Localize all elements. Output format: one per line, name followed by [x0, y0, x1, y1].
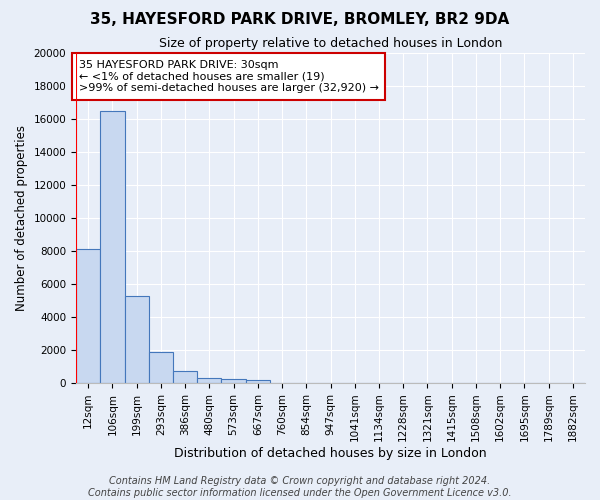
Text: 35 HAYESFORD PARK DRIVE: 30sqm
← <1% of detached houses are smaller (19)
>99% of: 35 HAYESFORD PARK DRIVE: 30sqm ← <1% of …: [79, 60, 379, 93]
Bar: [197, 378, 221, 383]
Bar: [125, 296, 149, 383]
Bar: [149, 352, 173, 383]
Text: Contains HM Land Registry data © Crown copyright and database right 2024.
Contai: Contains HM Land Registry data © Crown c…: [88, 476, 512, 498]
X-axis label: Distribution of detached houses by size in London: Distribution of detached houses by size …: [174, 447, 487, 460]
Bar: [76, 250, 100, 383]
Y-axis label: Number of detached properties: Number of detached properties: [15, 125, 28, 311]
Bar: [221, 379, 245, 383]
Bar: [100, 111, 125, 383]
Bar: [173, 370, 197, 383]
Text: 35, HAYESFORD PARK DRIVE, BROMLEY, BR2 9DA: 35, HAYESFORD PARK DRIVE, BROMLEY, BR2 9…: [91, 12, 509, 28]
Bar: [245, 380, 270, 383]
Title: Size of property relative to detached houses in London: Size of property relative to detached ho…: [159, 38, 502, 51]
